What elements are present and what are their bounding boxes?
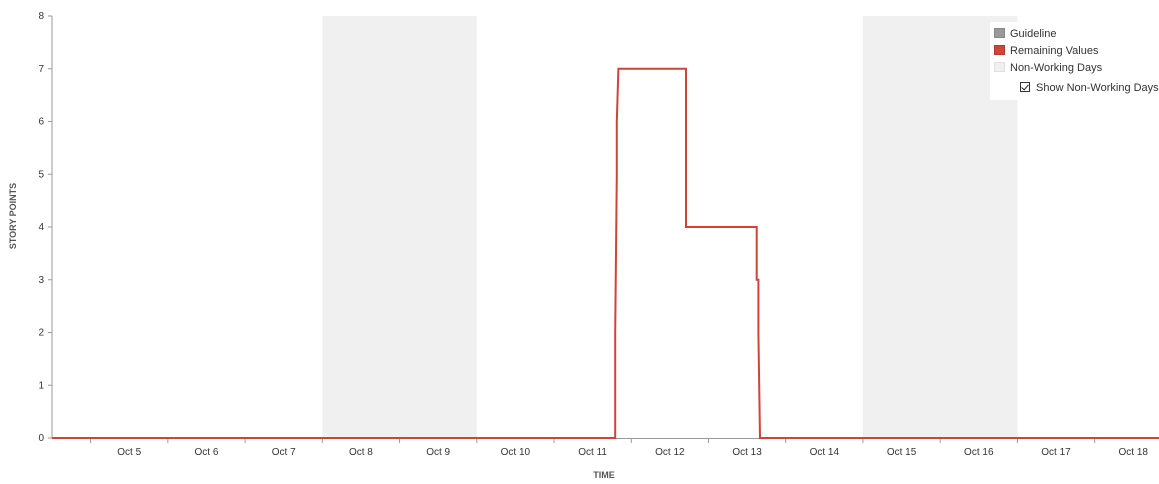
- x-tick-label: Oct 14: [810, 447, 840, 458]
- show-nonworking-checkbox[interactable]: [1020, 82, 1030, 92]
- y-tick-label: 5: [38, 169, 44, 180]
- x-tick-label: Oct 17: [1041, 447, 1071, 458]
- x-tick-label: Oct 6: [195, 447, 219, 458]
- remaining-swatch: [994, 45, 1005, 55]
- show-nonworking-toggle[interactable]: Show Non-Working Days: [1020, 80, 1159, 96]
- legend-label-remaining: Remaining Values: [1010, 45, 1099, 57]
- x-tick-label: Oct 12: [655, 447, 685, 458]
- x-tick-label: Oct 9: [426, 447, 450, 458]
- remaining-values-line: [52, 67, 1159, 439]
- legend-label-guideline: Guideline: [1010, 28, 1057, 40]
- show-nonworking-label: Show Non-Working Days: [1036, 82, 1159, 94]
- x-tick-label: Oct 7: [272, 447, 296, 458]
- y-tick-label: 4: [38, 222, 44, 233]
- y-tick-label: 0: [38, 433, 44, 444]
- legend: Guideline Remaining Values Non-Working D…: [990, 22, 1159, 100]
- non-working-band: [322, 16, 477, 438]
- x-tick-label: Oct 10: [501, 447, 531, 458]
- y-tick-label: 1: [38, 380, 44, 391]
- guideline-swatch: [994, 28, 1005, 38]
- x-tick-label: Oct 8: [349, 447, 373, 458]
- x-tick-label: Oct 16: [964, 447, 994, 458]
- x-tick-label: Oct 5: [117, 447, 141, 458]
- y-axis-label: STORY POINTS: [8, 183, 18, 249]
- x-tick-label: Oct 15: [887, 447, 917, 458]
- x-axis-label: TIME: [593, 470, 615, 479]
- x-tick-label: Oct 11: [578, 447, 607, 458]
- y-tick-label: 7: [38, 64, 44, 75]
- legend-item-guideline[interactable]: Guideline: [994, 26, 1056, 42]
- legend-item-remaining[interactable]: Remaining Values: [994, 43, 1098, 59]
- x-tick-label: Oct 18: [1119, 447, 1149, 458]
- y-tick-label: 6: [38, 117, 44, 128]
- y-tick-label: 3: [38, 275, 44, 286]
- x-tick-label: Oct 13: [732, 447, 762, 458]
- legend-item-nonworking[interactable]: Non-Working Days: [994, 60, 1102, 76]
- y-tick-label: 8: [38, 11, 44, 22]
- legend-label-nonworking: Non-Working Days: [1010, 62, 1103, 74]
- nonworking-swatch: [994, 62, 1005, 72]
- y-tick-label: 2: [38, 328, 44, 339]
